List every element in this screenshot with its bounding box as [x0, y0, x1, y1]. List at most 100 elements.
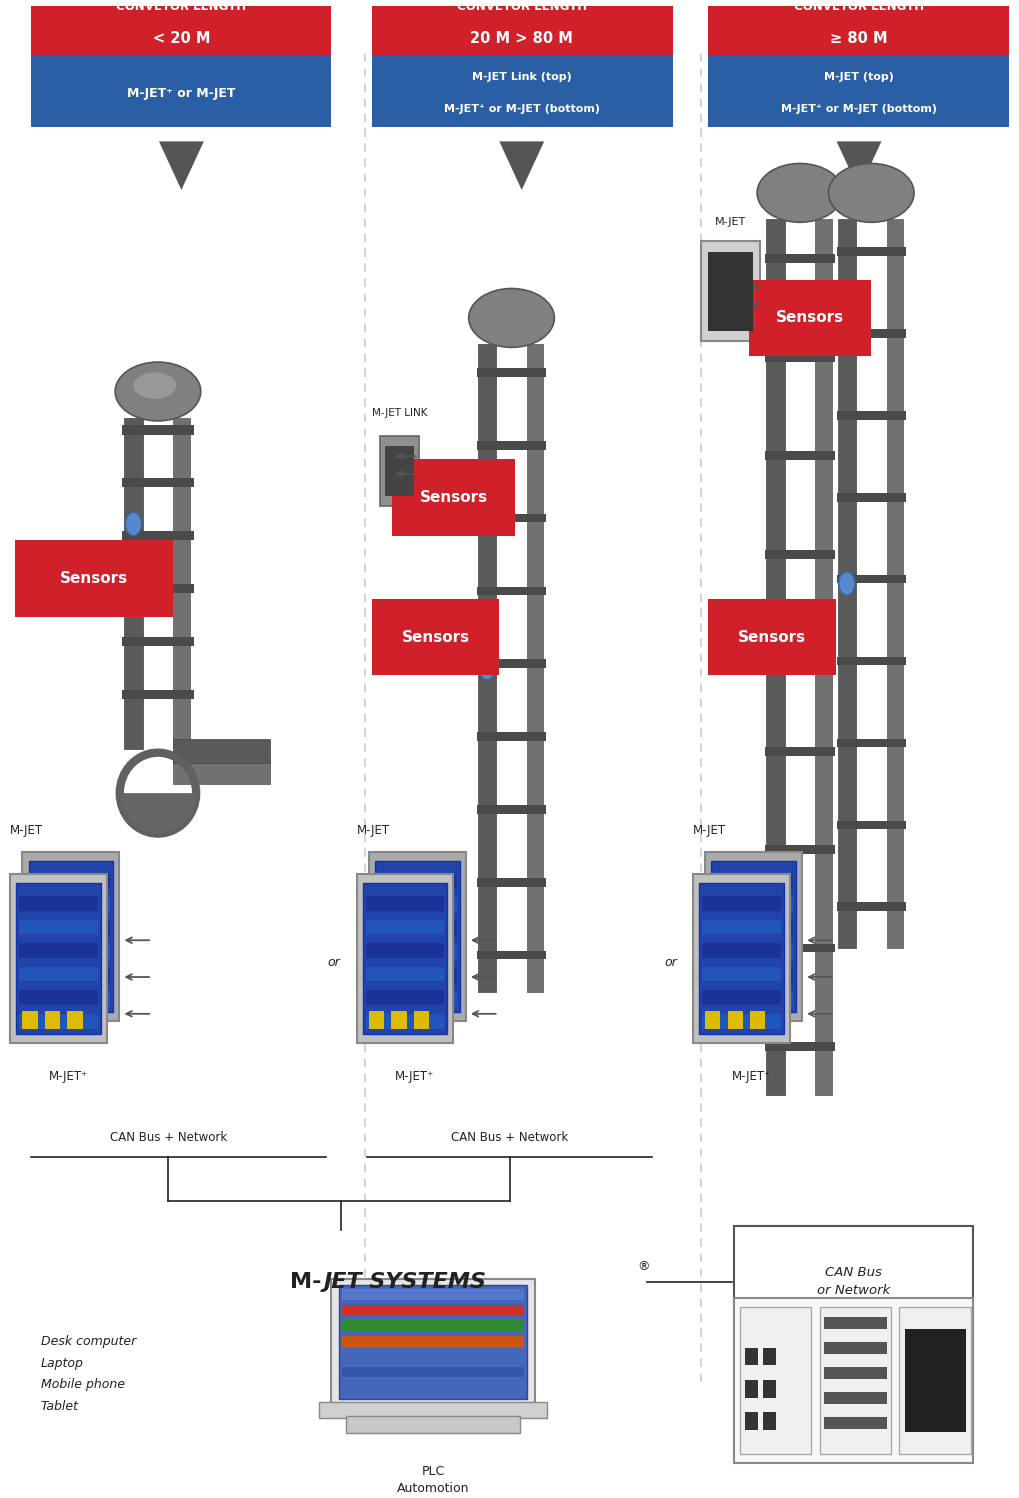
Bar	[837, 575, 906, 584]
Bar	[701, 241, 760, 342]
Bar	[702, 966, 781, 981]
Text: M-JET Link (top): M-JET Link (top)	[472, 72, 572, 82]
Bar	[378, 968, 457, 983]
Bar	[32, 992, 110, 1007]
Bar	[16, 882, 101, 1035]
Bar	[404, 989, 419, 1007]
Bar	[708, 0, 1009, 55]
Bar	[477, 733, 546, 742]
Text: Sensors: Sensors	[420, 490, 487, 505]
Text: M-JET⁺: M-JET⁺	[49, 1070, 88, 1083]
Bar	[366, 920, 444, 935]
Bar	[122, 478, 194, 487]
Bar	[380, 436, 419, 506]
Bar	[369, 1011, 384, 1029]
Bar	[173, 740, 270, 762]
Bar	[815, 219, 832, 1095]
Bar	[32, 897, 110, 912]
Text: M-: M-	[290, 1272, 322, 1291]
Bar	[714, 897, 793, 912]
Text: M-JET LINK: M-JET LINK	[372, 407, 427, 418]
Bar	[173, 418, 190, 749]
Bar	[527, 345, 543, 992]
Bar	[426, 989, 441, 1007]
Text: CONVEYOR LENGTH: CONVEYOR LENGTH	[116, 0, 247, 13]
Bar	[22, 852, 119, 1022]
Bar	[477, 659, 546, 668]
Bar	[708, 252, 753, 331]
Bar	[478, 345, 496, 992]
Bar	[331, 1279, 535, 1405]
Bar	[366, 944, 444, 957]
Text: M-JET⁺ or M-JET (bottom): M-JET⁺ or M-JET (bottom)	[443, 103, 600, 114]
Bar	[477, 878, 546, 887]
Bar	[391, 1011, 407, 1029]
Text: PLC
Automotion: PLC Automotion	[396, 1465, 470, 1495]
Bar	[19, 1014, 98, 1029]
Bar	[702, 896, 781, 911]
Bar	[765, 354, 835, 361]
Text: CONVEYOR LENGTH: CONVEYOR LENGTH	[457, 0, 587, 13]
Bar	[477, 440, 546, 449]
Text: M-JET: M-JET	[10, 824, 44, 837]
Bar	[45, 1011, 60, 1029]
Bar	[765, 255, 835, 264]
Bar	[32, 945, 110, 959]
Bar	[381, 989, 396, 1007]
Bar	[378, 873, 457, 888]
Text: Sensors: Sensors	[60, 571, 128, 586]
Text: CAN Bus
or Network: CAN Bus or Network	[817, 1266, 890, 1297]
Bar	[837, 656, 906, 665]
Bar	[837, 821, 906, 830]
Bar	[763, 1380, 776, 1398]
Bar	[414, 1011, 429, 1029]
Bar	[385, 446, 414, 496]
Bar	[823, 1392, 888, 1404]
Bar	[22, 1011, 38, 1029]
Bar	[714, 945, 793, 959]
Text: or: or	[664, 956, 677, 969]
Bar	[705, 1011, 720, 1029]
Bar	[346, 1416, 520, 1434]
Bar	[319, 1402, 547, 1417]
Bar	[372, 0, 673, 55]
Bar	[838, 219, 856, 948]
Bar	[35, 989, 50, 1007]
Bar	[745, 1380, 758, 1398]
Bar	[765, 451, 835, 460]
Bar	[819, 1306, 892, 1453]
Bar	[837, 902, 906, 911]
Bar	[342, 1336, 524, 1347]
Bar	[702, 944, 781, 957]
Bar	[378, 992, 457, 1007]
Bar	[342, 1366, 524, 1378]
Bar	[369, 852, 466, 1022]
Ellipse shape	[757, 163, 843, 222]
Bar	[837, 410, 906, 419]
Polygon shape	[159, 141, 204, 190]
Ellipse shape	[828, 163, 914, 222]
Bar	[10, 873, 107, 1043]
Text: ≥ 80 M: ≥ 80 M	[830, 31, 888, 46]
Text: M-JET: M-JET	[357, 824, 390, 837]
Text: M-JET⁺ or M-JET (bottom): M-JET⁺ or M-JET (bottom)	[781, 103, 937, 114]
Bar	[372, 55, 673, 127]
Bar	[705, 852, 802, 1022]
Bar	[67, 1011, 83, 1029]
Bar	[32, 921, 110, 936]
Text: M-JET: M-JET	[715, 217, 746, 226]
Bar	[122, 584, 194, 593]
Text: Sensors: Sensors	[776, 310, 844, 325]
Text: M-JET⁺: M-JET⁺	[395, 1070, 434, 1083]
Bar	[342, 1351, 524, 1362]
Bar	[19, 896, 98, 911]
Bar	[378, 945, 457, 959]
Bar	[342, 1290, 524, 1300]
Bar	[823, 1317, 888, 1329]
Text: Sensors: Sensors	[738, 629, 806, 644]
Bar	[122, 425, 194, 434]
Bar	[339, 1285, 527, 1399]
Circle shape	[767, 646, 784, 668]
Bar	[477, 369, 546, 377]
Bar	[357, 873, 453, 1043]
